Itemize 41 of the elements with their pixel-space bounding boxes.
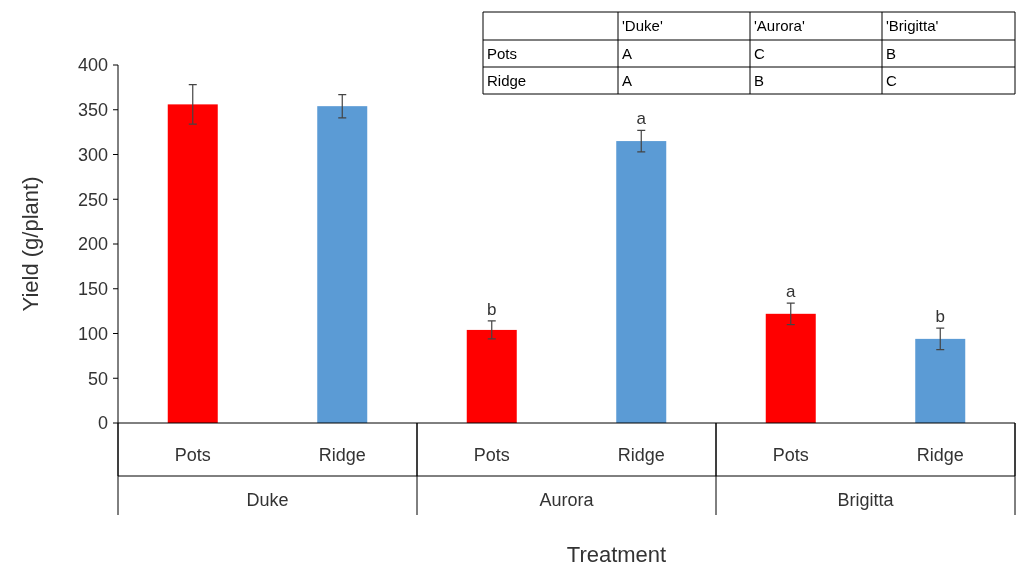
text: 'Aurora' xyxy=(754,17,805,34)
y-axis-title: Yield (g/plant) xyxy=(18,176,43,312)
y-tick-label: 250 xyxy=(77,189,108,210)
annotation: C xyxy=(886,72,897,89)
text: 'Brigitta' xyxy=(886,17,939,34)
data-label: b xyxy=(935,307,945,327)
x-tick-label: Pots xyxy=(174,445,211,465)
y-tick-label: 300 xyxy=(77,144,108,165)
text: Pots xyxy=(487,45,518,62)
text: Aurora xyxy=(539,490,595,510)
bar xyxy=(616,141,667,423)
x-tick-label: Ridge xyxy=(318,445,366,465)
x-tick-label: Pots xyxy=(772,445,809,465)
data-label: a xyxy=(786,282,797,302)
text: 'Duke' xyxy=(622,17,663,34)
text: C xyxy=(754,45,765,62)
bar xyxy=(167,104,218,423)
bar xyxy=(915,338,966,423)
data-label: b xyxy=(487,299,497,319)
x-tick-label: Ridge xyxy=(916,445,964,465)
x-tick-label: Pots xyxy=(473,445,510,465)
text: A xyxy=(622,45,633,62)
y-tick-label: 400 xyxy=(77,55,108,76)
x-axis-title: Treatment xyxy=(566,542,667,567)
y-tick-label: 200 xyxy=(77,234,108,255)
y-tick-label: 350 xyxy=(77,100,108,121)
text: B xyxy=(886,45,897,62)
x-tick-label: Ridge xyxy=(617,445,665,465)
bar xyxy=(466,329,517,423)
y-tick-label: 150 xyxy=(77,279,108,300)
y-tick-label: 0 xyxy=(97,413,108,434)
annotation: Ridge xyxy=(487,72,527,89)
y-tick-label: 50 xyxy=(87,368,108,389)
annotation: B xyxy=(754,72,765,89)
annotation: A xyxy=(622,72,633,89)
y-tick-label: 100 xyxy=(77,323,108,344)
data-label: a xyxy=(636,109,647,129)
text: Brigitta xyxy=(837,490,895,510)
bar xyxy=(765,313,816,423)
bar xyxy=(317,106,368,423)
text: Duke xyxy=(246,490,289,510)
